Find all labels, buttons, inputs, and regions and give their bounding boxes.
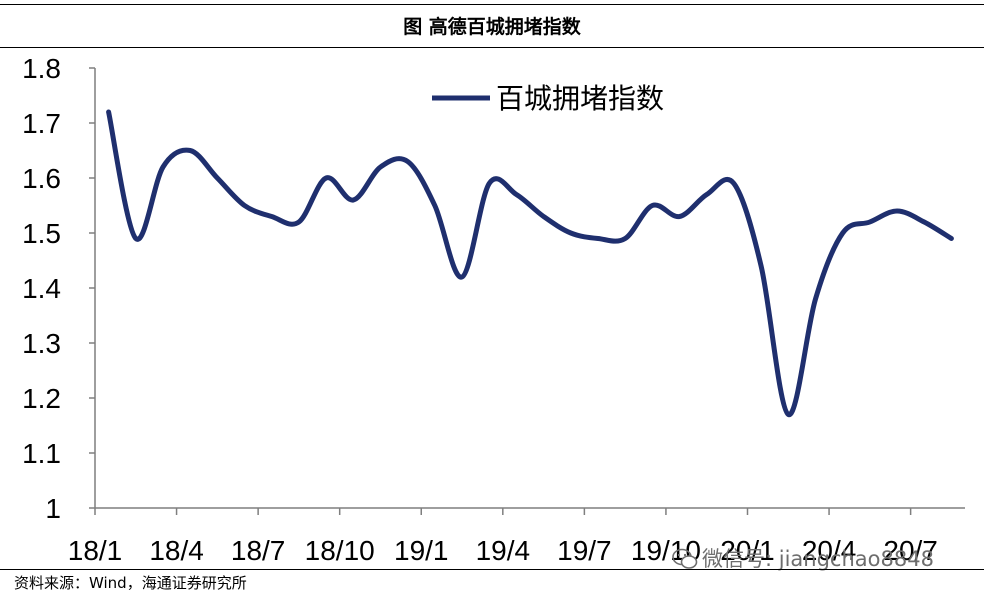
title-rule	[0, 47, 984, 48]
y-tick-label: 1.2	[22, 383, 61, 414]
x-tick-label: 20/1	[720, 535, 775, 566]
x-tick-label: 18/7	[231, 535, 286, 566]
y-tick-label: 1.8	[22, 53, 61, 84]
bottom-rule	[0, 569, 984, 570]
series-lines	[106, 109, 954, 418]
x-tick-label: 18/1	[68, 535, 123, 566]
legend-label: 百城拥堵指数	[496, 82, 664, 115]
watermark: 微信号: jiangchao8848	[672, 543, 934, 573]
y-tick-label: 1.5	[22, 218, 61, 249]
line-chart: 1 1.1 1.2 1.3 1.4 1.5 1.6 1.7 1.8 18/1 18/4 18/7 18…	[22, 53, 965, 566]
x-tick-label: 19/1	[394, 535, 449, 566]
x-tick-label: 18/10	[305, 535, 375, 566]
y-tick-labels: 1 1.1 1.2 1.3 1.4 1.5 1.6 1.7 1.8	[22, 53, 95, 524]
figure-title: 图 高德百城拥堵指数	[403, 16, 581, 38]
watermark-text: 微信号: jiangchao8848	[702, 547, 934, 571]
y-tick-label: 1.6	[22, 163, 61, 194]
source-note: 资料来源：Wind，海通证券研究所	[14, 574, 247, 592]
x-tick-label: 19/7	[557, 535, 612, 566]
y-tick-label: 1	[45, 493, 61, 524]
x-tick-labels: 18/1 18/4 18/7 18/10 19/1 19/4 19/7 19/10 20/1 20…	[68, 508, 938, 566]
x-tick-label: 20/4	[802, 535, 857, 566]
y-tick-label: 1.3	[22, 328, 61, 359]
y-tick-label: 1.4	[22, 273, 61, 304]
wechat-icon	[672, 548, 698, 569]
axes	[94, 68, 965, 509]
y-tick-label: 1.1	[22, 438, 61, 469]
x-tick-label: 18/4	[149, 535, 204, 566]
x-tick-label: 20/7	[883, 535, 938, 566]
x-tick-label: 19/4	[476, 535, 531, 566]
legend: 百城拥堵指数	[432, 82, 664, 115]
top-rule	[0, 4, 984, 5]
y-tick-label: 1.7	[22, 108, 61, 139]
series-line	[106, 109, 954, 418]
